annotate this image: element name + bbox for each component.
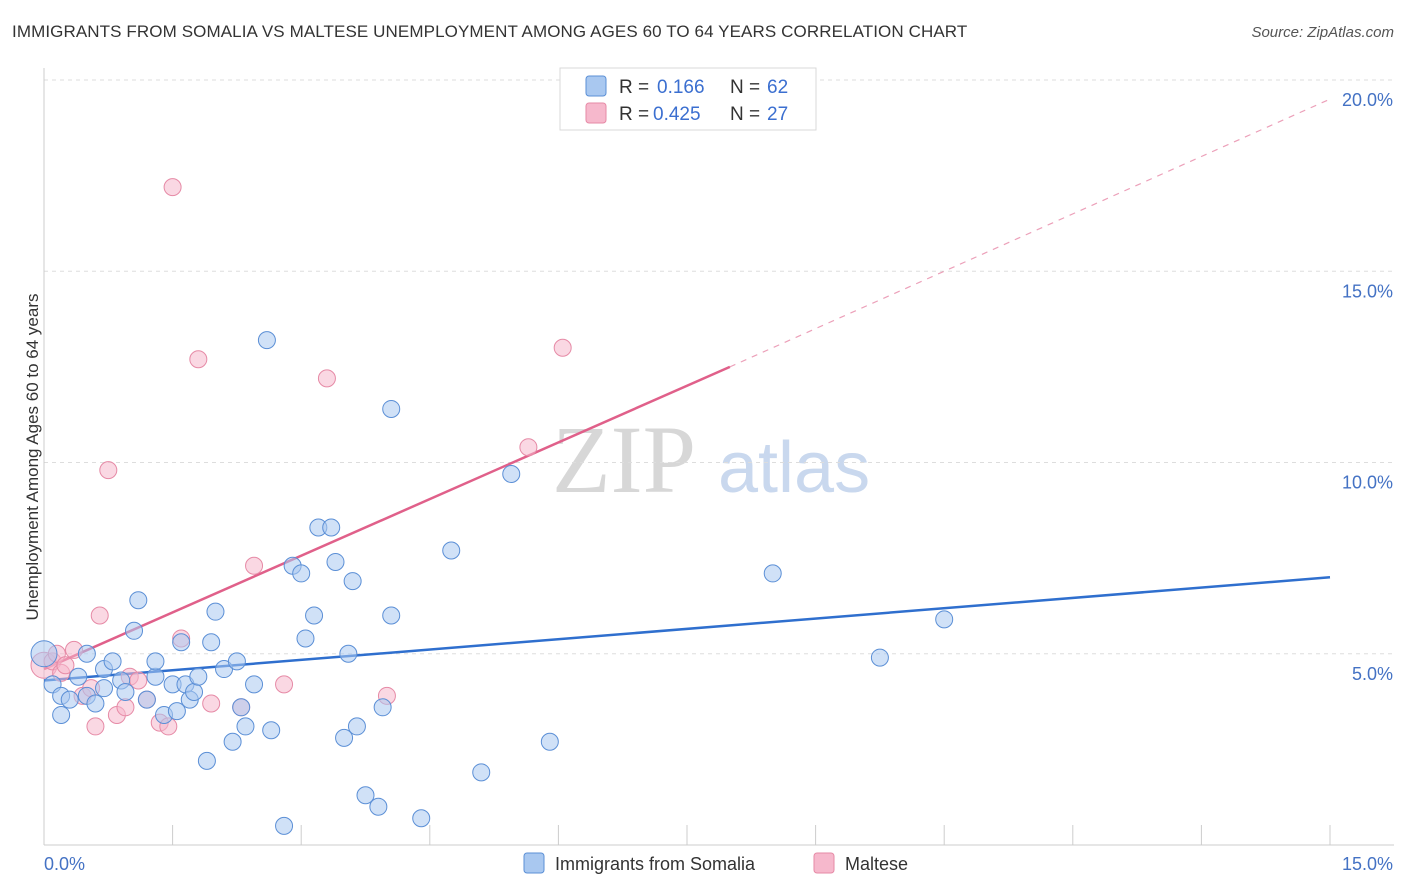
maltese-point (56, 656, 75, 675)
legend-n-label-somalia: N = (730, 77, 760, 98)
somalia-point (339, 644, 358, 663)
somalia-trend-line (43, 576, 1331, 682)
somalia-point (189, 667, 208, 686)
somalia-point (223, 732, 242, 751)
maltese-point (202, 694, 221, 713)
somalia-point (185, 683, 204, 701)
x-tick-label-max: 15.0% (1342, 854, 1393, 874)
maltese-trend-line (43, 365, 731, 671)
somalia-point (275, 816, 294, 835)
y-tick-label: 20.0% (1342, 90, 1393, 110)
data-points (30, 178, 954, 835)
maltese-point (99, 461, 118, 480)
somalia-point (86, 694, 105, 713)
somalia-point (232, 698, 251, 717)
somalia-point (763, 564, 782, 583)
chart-title: IMMIGRANTS FROM SOMALIA VS MALTESE UNEMP… (12, 22, 968, 41)
maltese-point (116, 698, 135, 717)
maltese-point (90, 606, 109, 625)
maltese-point (275, 675, 294, 694)
stats-legend: R = 0.166 N = 62 R = 0.425 N = 27 (559, 67, 817, 131)
somalia-point (227, 652, 246, 671)
somalia-point (412, 809, 431, 828)
somalia-point (202, 633, 221, 652)
somalia-point (540, 732, 559, 751)
somalia-point (382, 399, 401, 418)
somalia-point (442, 541, 461, 560)
y-tick-labels: 5.0% 10.0% 15.0% 20.0% (1342, 90, 1393, 684)
somalia-point (197, 751, 216, 770)
somalia-point (60, 690, 79, 709)
watermark-atlas: atlas (718, 428, 870, 508)
axes (43, 68, 1394, 846)
somalia-point (502, 464, 521, 483)
somalia-point (373, 698, 392, 717)
somalia-point (206, 602, 225, 621)
somalia-point (322, 518, 341, 537)
legend-r-value-maltese: 0.425 (653, 104, 701, 125)
x-tick-label-min: 0.0% (44, 854, 85, 874)
somalia-point (167, 702, 186, 721)
somalia-point (103, 652, 122, 671)
series-legend-label-maltese: Maltese (845, 854, 908, 874)
somalia-point (95, 679, 114, 698)
somalia-point (116, 683, 135, 701)
somalia-point (77, 644, 96, 663)
somalia-point (305, 606, 324, 625)
somalia-point (236, 717, 255, 736)
y-tick-label: 15.0% (1342, 281, 1393, 301)
maltese-point (189, 350, 208, 369)
maltese-point (519, 438, 538, 457)
somalia-point (146, 652, 165, 671)
somalia-point (137, 690, 156, 709)
somalia-point (146, 667, 165, 686)
series-legend-label-somalia: Immigrants from Somalia (555, 854, 756, 874)
legend-r-label-maltese: R = (619, 104, 649, 125)
somalia-point (296, 629, 315, 648)
trend-lines (43, 98, 1331, 682)
somalia-point (326, 552, 345, 571)
somalia-point (129, 591, 148, 610)
legend-swatch-somalia (585, 75, 607, 97)
maltese-point (86, 717, 105, 736)
somalia-point (343, 572, 362, 591)
series-legend-swatch-somalia (523, 852, 545, 874)
maltese-point (553, 338, 572, 357)
legend-n-value-maltese: 27 (767, 104, 788, 125)
somalia-point (870, 648, 889, 667)
somalia-point (935, 610, 954, 629)
somalia-point (52, 705, 71, 724)
somalia-point (472, 763, 491, 782)
y-tick-label: 10.0% (1342, 473, 1393, 493)
somalia-point (335, 728, 354, 747)
y-axis-label: Unemployment Among Ages 60 to 64 years (23, 294, 42, 621)
somalia-point (172, 633, 191, 652)
somalia-point (356, 786, 375, 805)
series-legend-swatch-maltese (813, 852, 835, 874)
maltese-trend-extension (729, 98, 1331, 368)
legend-r-value-somalia: 0.166 (657, 77, 705, 98)
somalia-point (69, 667, 88, 686)
somalia-point (30, 640, 58, 668)
y-tick-label: 5.0% (1352, 664, 1393, 684)
legend-swatch-maltese (585, 102, 607, 124)
somalia-point (245, 675, 264, 694)
maltese-point (245, 556, 264, 575)
legend-r-label-somalia: R = (619, 77, 649, 98)
somalia-point (347, 717, 366, 736)
series-legend: Immigrants from Somalia Maltese (523, 852, 908, 874)
maltese-point (163, 178, 182, 197)
somalia-point (382, 606, 401, 625)
legend-n-label-maltese: N = (730, 104, 760, 125)
chart-source: Source: ZipAtlas.com (1251, 24, 1394, 41)
somalia-point (369, 797, 388, 816)
watermark-zip: ZIP (552, 406, 696, 513)
somalia-point (262, 721, 281, 740)
somalia-point (257, 331, 276, 350)
somalia-point (292, 564, 311, 583)
maltese-point (317, 369, 336, 388)
legend-n-value-somalia: 62 (767, 77, 788, 98)
somalia-point (125, 621, 144, 640)
